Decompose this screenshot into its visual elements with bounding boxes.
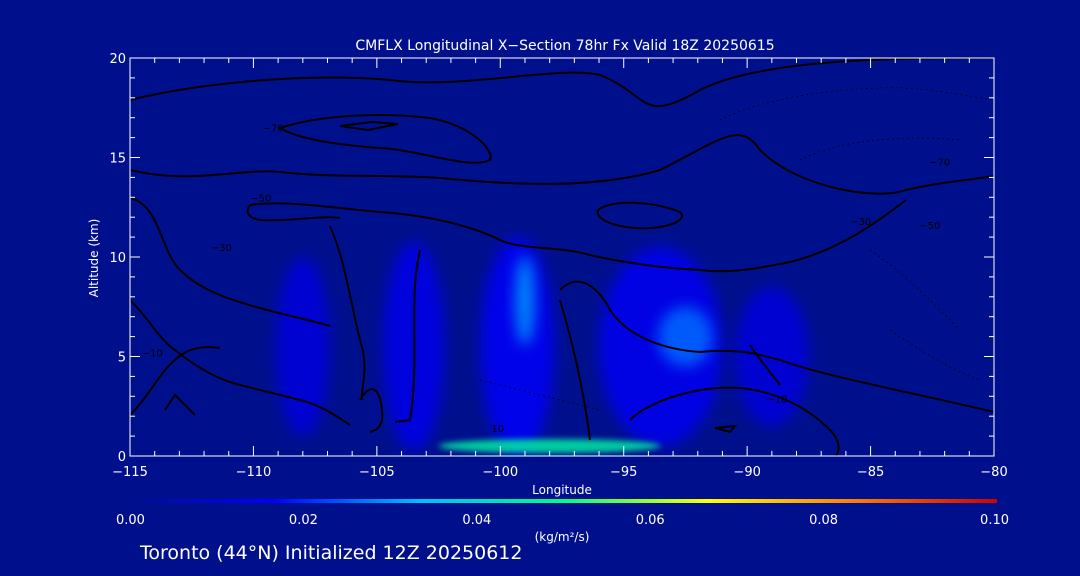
flux-region xyxy=(480,237,555,456)
contour-label: −10 xyxy=(142,349,163,360)
footer-caption: Toronto (44°N) Initialized 12Z 20250612 xyxy=(140,542,523,564)
contour-label: 10 xyxy=(491,424,504,435)
colorbar-tick-label: 0.08 xyxy=(809,513,838,528)
y-axis: 0 5 10 15 20 xyxy=(109,52,994,465)
contour-line xyxy=(749,344,781,386)
contour-line xyxy=(130,299,351,426)
contour-line xyxy=(130,134,994,195)
contour-line xyxy=(629,386,840,456)
colorbar-bar xyxy=(130,499,997,503)
contour-labels: −70 −50 −30 −10 10 −10 −70 −50 −30 xyxy=(142,124,951,435)
y-tick-label: 15 xyxy=(109,152,126,167)
y-tick-label: 20 xyxy=(109,52,126,67)
contour-line xyxy=(869,249,961,331)
contour-label: −30 xyxy=(211,243,232,254)
contour-label: −30 xyxy=(850,217,871,228)
chart-title: CMFLX Longitudinal X−Section 78hr Fx Val… xyxy=(355,38,774,54)
x-axis-label: Longitude xyxy=(532,483,592,497)
plot-area: −70 −50 −30 −10 10 −10 −70 −50 −30 xyxy=(129,57,995,457)
x-tick-label: −110 xyxy=(236,465,272,480)
contour-line xyxy=(559,299,591,441)
flux-region xyxy=(515,256,535,346)
contour-line xyxy=(130,58,994,108)
y-tick-label: 0 xyxy=(118,450,126,465)
convective-flux-field xyxy=(275,237,809,456)
flux-region xyxy=(734,286,809,427)
contour-line xyxy=(339,120,399,132)
plot-frame xyxy=(129,57,995,457)
colorbar-tick-label: 0.00 xyxy=(116,513,145,528)
contour-label: −10 xyxy=(766,394,787,405)
contour-line xyxy=(359,388,384,433)
contour-label: −70 xyxy=(929,157,950,168)
y-tick-label: 5 xyxy=(118,351,126,366)
contour-label: −70 xyxy=(263,124,284,135)
contour-line xyxy=(277,114,492,164)
colorbar-tick-label: 0.02 xyxy=(289,513,318,528)
colorbar: 0.00 0.02 0.04 0.06 0.08 0.10 (kg/m²/s) xyxy=(116,499,1009,544)
contour-line xyxy=(596,201,683,230)
y-tick-label: 10 xyxy=(109,251,126,266)
contour-line xyxy=(130,346,221,416)
contour-line xyxy=(130,197,331,327)
contour-line xyxy=(479,379,601,411)
contour-line xyxy=(714,424,738,434)
contour-label: −50 xyxy=(919,221,940,232)
x-tick-label: −105 xyxy=(359,465,395,480)
dotted-contours xyxy=(479,87,994,411)
x-tick-label: −95 xyxy=(610,465,637,480)
contour-line xyxy=(889,329,981,381)
contour-line xyxy=(249,199,907,273)
x-tick-label: −90 xyxy=(733,465,760,480)
contour-line xyxy=(394,249,421,423)
y-axis-label: Altitude (km) xyxy=(87,219,101,298)
contour-line xyxy=(799,137,961,161)
x-axis: −115 −110 −105 −100 −95 −90 −85 −80 xyxy=(112,58,1008,480)
flux-region xyxy=(275,257,330,437)
flux-region xyxy=(438,439,661,454)
colorbar-unit-label: (kg/m²/s) xyxy=(535,530,590,544)
flux-region xyxy=(658,306,713,367)
x-tick-label: −85 xyxy=(857,465,884,480)
colorbar-tick-label: 0.04 xyxy=(462,513,491,528)
x-tick-label: −80 xyxy=(980,465,1007,480)
colorbar-ticks: 0.00 0.02 0.04 0.06 0.08 0.10 xyxy=(116,513,1009,528)
contour-line xyxy=(559,280,994,413)
contour-line xyxy=(164,393,196,416)
temperature-contours xyxy=(130,58,994,456)
contour-label: −50 xyxy=(250,193,271,204)
x-tick-label: −100 xyxy=(482,465,518,480)
colorbar-tick-label: 0.10 xyxy=(980,513,1009,528)
contour-line xyxy=(246,204,341,222)
contour-line xyxy=(719,87,994,121)
colorbar-tick-label: 0.06 xyxy=(636,513,665,528)
x-tick-label: −115 xyxy=(112,465,148,480)
contour-line xyxy=(329,225,366,401)
